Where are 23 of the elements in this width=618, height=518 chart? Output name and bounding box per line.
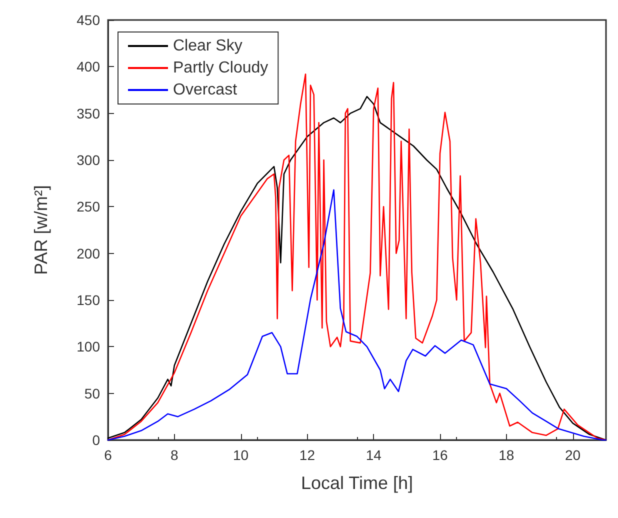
x-tick-label: 14	[366, 447, 382, 463]
y-tick-label: 250	[76, 198, 100, 215]
legend-label: Partly Cloudy	[173, 60, 268, 76]
y-tick-label: 0	[92, 432, 100, 448]
legend-label: Clear Sky	[173, 38, 242, 54]
y-tick-label: 150	[76, 292, 100, 308]
x-tick-label: 16	[432, 447, 448, 463]
x-tick-label: 12	[299, 447, 316, 463]
y-tick-label: 450	[76, 12, 100, 28]
x-tick-label: 18	[498, 447, 514, 463]
x-tick-label: 8	[170, 447, 178, 463]
y-tick-label: 50	[84, 385, 100, 402]
y-tick-label: 300	[76, 152, 100, 168]
y-tick-label: 200	[76, 245, 100, 262]
y-tick-label: 350	[76, 105, 100, 122]
x-tick-label: 20	[565, 447, 581, 463]
y-tick-label: 100	[76, 338, 100, 355]
x-axis-title: Local Time [h]	[300, 473, 414, 493]
y-axis-title: PAR [w/m²]	[31, 185, 51, 275]
x-tick-label: 6	[104, 447, 112, 463]
y-tick-label: 400	[76, 58, 100, 75]
x-tick-label: 10	[233, 447, 249, 463]
legend-label: Overcast	[173, 82, 238, 98]
